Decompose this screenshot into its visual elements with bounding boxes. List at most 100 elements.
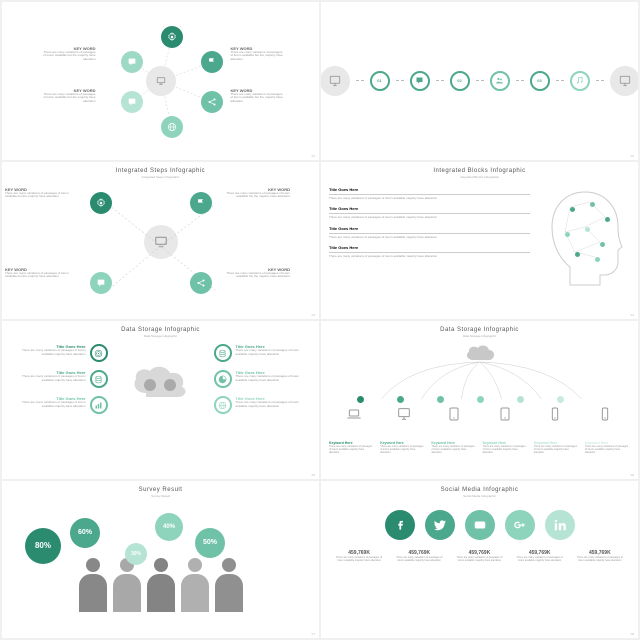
page-number: 04 — [631, 313, 634, 317]
block-item: Title Goes HereThere are many variations… — [329, 187, 530, 201]
network-dot — [565, 232, 570, 237]
slide-steps: Integrated Steps Infographic Integrated … — [2, 162, 319, 320]
monitor-icon — [321, 66, 350, 96]
slide-title: Social Media Infographic — [329, 487, 630, 493]
slide-cloud-arcs: Data Storage Infographic Data Storage In… — [321, 321, 638, 479]
fb-icon — [385, 510, 415, 540]
tablet-icon — [495, 404, 515, 424]
in-icon — [545, 510, 575, 540]
social-stat: 459,769KThere are many variations of pas… — [575, 550, 625, 562]
survey-bubble: 80% — [25, 528, 61, 564]
survey-bubble: 30% — [125, 543, 147, 565]
person-silhouette — [144, 558, 178, 618]
page-number: 08 — [631, 632, 634, 636]
hex-node — [121, 91, 143, 113]
survey-bubble: 40% — [155, 513, 183, 541]
arc-dot — [357, 396, 364, 403]
slide-subtitle: Data Storage Infographic — [329, 334, 630, 338]
step-label: KEY WORDThere are many variations of pas… — [5, 267, 75, 279]
slide-title: Integrated Steps Infographic — [10, 168, 311, 174]
cloud-center — [116, 363, 206, 403]
phone-icon — [545, 404, 565, 424]
page-number: 07 — [312, 632, 315, 636]
arc-dot — [477, 396, 484, 403]
survey-bubble: 50% — [195, 528, 225, 558]
step-label: KEY WORDThere are many variations of pas… — [5, 187, 75, 199]
icon-circle — [490, 71, 510, 91]
network-dot — [605, 217, 610, 222]
block-item: Title Goes HereThere are many variations… — [329, 245, 530, 259]
gp-icon — [505, 510, 535, 540]
arc-diagram: Keyword HereThere are many variations of… — [329, 344, 630, 454]
social-stat: 459,769KThere are many variations of pas… — [454, 550, 504, 562]
person-silhouette — [178, 558, 212, 618]
circle-row: 01 02 03 — [321, 66, 638, 96]
storage-item: Title Goes HereThere are many variations… — [214, 396, 312, 414]
network-dot — [590, 202, 595, 207]
head-network-body: Title Goes HereThere are many variations… — [329, 187, 630, 287]
step-node — [190, 192, 212, 214]
step-node — [190, 272, 212, 294]
network-dot — [585, 227, 590, 232]
arc-label: Keyword HereThere are many variations of… — [380, 441, 425, 454]
slide-title: Data Storage Infographic — [329, 327, 630, 333]
step-node — [90, 192, 112, 214]
slide-survey: Survey Result Survey Result 80%60%40%30%… — [2, 481, 319, 639]
phone-icon — [595, 404, 615, 424]
page-number: 01 — [312, 154, 315, 158]
arc-label: Keyword HereThere are many variations of… — [329, 441, 374, 454]
icon-circle — [570, 71, 590, 91]
number-circle: 01 — [370, 71, 390, 91]
hex-diagram: KEY WORDThere are many variations of pas… — [71, 16, 251, 146]
page-number: 05 — [312, 473, 315, 477]
page-number: 03 — [312, 313, 315, 317]
survey-bubble: 60% — [70, 518, 100, 548]
slide-subtitle: Social Media Infographic — [329, 494, 630, 498]
number-circle: 02 — [450, 71, 470, 91]
hex-label: KEY WORDThere are many variations of pas… — [231, 88, 286, 104]
social-stat: 459,769KThere are many variations of pas… — [515, 550, 565, 562]
arc-label: Keyword HereThere are many variations of… — [534, 441, 579, 454]
storage-item: Title Goes HereThere are many variations… — [10, 344, 108, 362]
arc-label: Keyword HereThere are many variations of… — [585, 441, 630, 454]
monitor-icon — [610, 66, 639, 96]
hex-label: KEY WORDThere are many variations of pas… — [41, 46, 96, 62]
person-silhouette — [76, 558, 110, 618]
step-node — [90, 272, 112, 294]
laptop-icon — [344, 404, 364, 424]
arc-dot — [397, 396, 404, 403]
slide-title: Data Storage Infographic — [10, 327, 311, 333]
survey-chart: 80% 60% 40% 30% 50% — [10, 508, 311, 618]
hex-node — [201, 51, 223, 73]
block-item: Title Goes HereThere are many variations… — [329, 226, 530, 240]
storage-item: Title Goes HereThere are many variations… — [214, 370, 312, 388]
center-monitor-icon — [146, 66, 176, 96]
hex-node — [161, 116, 183, 138]
slide-cloud-outline: Data Storage Infographic Data Storage In… — [2, 321, 319, 479]
network-dot — [575, 252, 580, 257]
yt-icon — [465, 510, 495, 540]
monitor-icon — [394, 404, 414, 424]
step-label: KEY WORDThere are many variations of pas… — [220, 267, 290, 279]
slide-subtitle: Integrated Steps Infographic — [10, 175, 311, 179]
storage-item: Title Goes HereThere are many variations… — [214, 344, 312, 362]
slide-title: Integrated Blocks Infographic — [329, 168, 630, 174]
storage-item: Title Goes HereThere are many variations… — [10, 396, 108, 414]
number-circle: 03 — [530, 71, 550, 91]
social-stat: 459,769KThere are many variations of pas… — [334, 550, 384, 562]
arc-label: Keyword HereThere are many variations of… — [483, 441, 528, 454]
slide-subtitle: Integrated Blocks Infographic — [329, 175, 630, 179]
cloud-icon — [463, 344, 497, 365]
hex-node — [201, 91, 223, 113]
hex-label: KEY WORDThere are many variations of pas… — [41, 88, 96, 104]
network-dot — [600, 242, 605, 247]
steps-diagram: KEY WORDThere are many variations of pas… — [10, 187, 311, 297]
tablet-icon — [444, 404, 464, 424]
arc-label: Keyword HereThere are many variations of… — [431, 441, 476, 454]
social-stat: 459,769KThere are many variations of pas… — [394, 550, 444, 562]
page-number: 06 — [631, 473, 634, 477]
slide-title: Survey Result — [10, 487, 311, 493]
page-number: 02 — [631, 154, 634, 158]
slide-social: Social Media Infographic Social Media In… — [321, 481, 638, 639]
head-silhouette — [540, 187, 630, 287]
